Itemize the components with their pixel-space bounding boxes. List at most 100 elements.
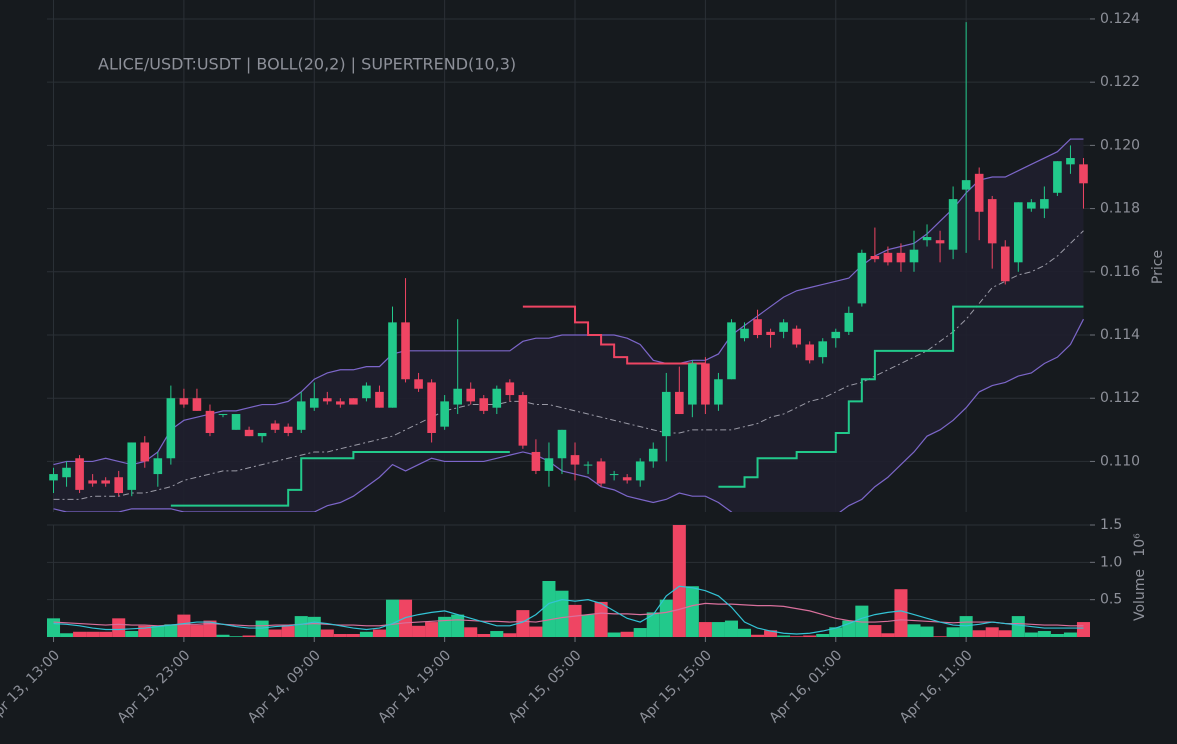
volume-bar (320, 629, 334, 637)
volume-bar (73, 631, 87, 637)
candle-body (440, 401, 449, 427)
volume-bar (99, 631, 113, 637)
price-panel (49, 22, 1088, 512)
volume-bar (907, 624, 921, 637)
candle-body (661, 391, 671, 437)
candle-body (453, 388, 462, 405)
candle-body (714, 379, 723, 405)
volume-bar (516, 610, 530, 637)
volume-bar (412, 625, 426, 637)
volume-bar (711, 622, 725, 637)
candle-body (414, 379, 423, 389)
volume-bar (737, 628, 752, 637)
volume-bar (503, 633, 517, 637)
candle-body (909, 249, 919, 263)
candle-body (257, 432, 267, 437)
candle-body (62, 467, 71, 478)
candle-body (127, 442, 137, 490)
candle-body (596, 461, 606, 484)
band-fill (53, 139, 1084, 512)
candle-body (192, 398, 202, 411)
candle-body (140, 442, 150, 462)
volume-bar (881, 633, 895, 637)
volume-bar (464, 627, 478, 637)
volume-bar (920, 626, 934, 637)
volume-bar (998, 630, 1012, 637)
volume-bar (307, 616, 321, 637)
candle-body (1000, 246, 1010, 282)
volume-bar (477, 634, 491, 637)
candle-body (205, 410, 215, 433)
volume-bar (1050, 634, 1064, 637)
candle-body (1040, 199, 1049, 209)
candle-body (688, 363, 697, 405)
volume-bar (659, 599, 673, 637)
candle-body (701, 363, 710, 405)
candle-body (922, 237, 932, 241)
candle-body (544, 458, 554, 471)
volume-bar (490, 631, 504, 637)
volume-bar (764, 630, 778, 637)
volume-bar (816, 634, 830, 637)
volume-bar (359, 631, 373, 637)
candle-body (961, 180, 971, 190)
candle-body (466, 388, 476, 402)
volume-axis-label: Volume (1132, 569, 1148, 621)
candle-body (518, 395, 528, 446)
volume-bar (138, 625, 152, 637)
candle-body (805, 344, 814, 361)
volume-bar (933, 636, 947, 637)
candle-body (296, 401, 306, 430)
volume-bar (894, 589, 908, 637)
candle-body (635, 461, 645, 481)
candle-body (974, 173, 984, 212)
volume-tick-label: 0.5 (1100, 592, 1122, 608)
volume-bar (203, 620, 217, 637)
candle-body (388, 322, 397, 408)
candle-body (870, 256, 880, 260)
supertrend (170, 305, 1084, 507)
volume-bar (1076, 622, 1090, 637)
y-tick-label: 0.116 (1100, 264, 1140, 280)
volume-bar (164, 624, 178, 637)
chart-title: ALICE/USDT:USDT | BOLL(20,2) | SUPERTREN… (98, 55, 516, 74)
volume-bar (829, 627, 843, 637)
y-tick-label: 0.112 (1100, 390, 1140, 406)
volume-bar (698, 622, 712, 637)
y-tick-label: 0.110 (1100, 453, 1140, 469)
candle-body (896, 252, 906, 263)
candle-body (505, 382, 515, 396)
y-tick-label: 0.124 (1100, 11, 1140, 27)
candle-body (857, 252, 867, 304)
candle-body (492, 388, 502, 408)
volume-bar (972, 630, 986, 637)
volume-bar (985, 627, 999, 637)
volume-panel (47, 525, 1090, 637)
volume-bar (112, 618, 126, 637)
candle-body (740, 328, 749, 339)
volume-bar (190, 625, 204, 637)
candle-body (427, 382, 436, 433)
y-tick-label: 0.122 (1100, 74, 1140, 90)
volume-bar (268, 629, 282, 637)
volume-bar (177, 614, 191, 637)
candle-body (88, 480, 97, 484)
candle-body (1027, 202, 1036, 209)
candle-body (323, 398, 332, 402)
volume-bar (959, 616, 973, 637)
volume-bar (594, 601, 608, 637)
candle-body (166, 398, 176, 459)
volume-bar (777, 635, 791, 637)
candle-body (753, 319, 762, 336)
volume-bar (529, 626, 543, 637)
candle-body (583, 464, 593, 466)
candle-body (948, 199, 958, 250)
volume-bar (229, 636, 243, 637)
candle-body (1066, 158, 1075, 165)
volume-bar (399, 599, 413, 637)
volume-tick-label: 1.5 (1100, 517, 1122, 533)
volume-bar (751, 634, 765, 637)
candle-body (844, 312, 854, 332)
volume-bar (294, 616, 308, 637)
